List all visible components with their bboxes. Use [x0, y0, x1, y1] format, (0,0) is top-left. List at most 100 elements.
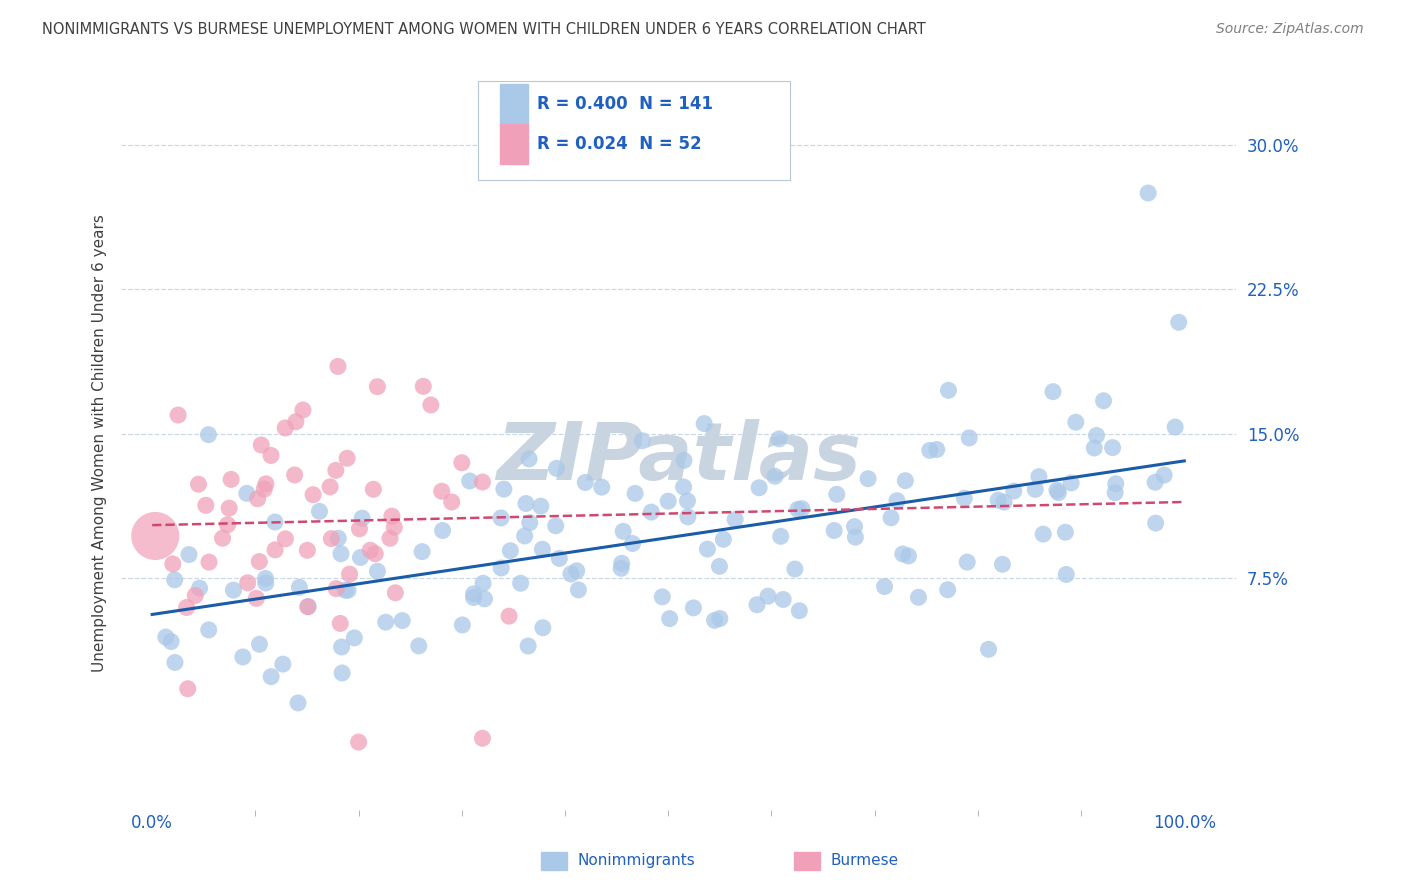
Point — [517, 452, 540, 467]
Point — [463, 591, 485, 605]
Point — [756, 589, 779, 603]
Point — [499, 543, 522, 558]
Point — [302, 488, 325, 502]
Point — [676, 493, 699, 508]
Point — [463, 587, 485, 601]
Point — [330, 640, 353, 654]
Point — [264, 542, 287, 557]
Point — [621, 536, 644, 550]
Point — [1032, 527, 1054, 541]
Point — [790, 501, 813, 516]
Point — [384, 586, 406, 600]
Point — [284, 467, 307, 482]
Point — [1002, 484, 1025, 499]
Point — [253, 482, 276, 496]
Point — [308, 504, 330, 518]
Point — [287, 696, 309, 710]
Point — [772, 592, 794, 607]
Point — [672, 453, 695, 467]
Point — [631, 434, 654, 448]
Point — [329, 616, 352, 631]
Point — [1060, 475, 1083, 490]
Point — [763, 469, 786, 483]
Y-axis label: Unemployment Among Women with Children Under 6 years: Unemployment Among Women with Children U… — [93, 215, 107, 673]
Point — [474, 591, 496, 606]
Point — [856, 472, 879, 486]
Text: R = 0.400  N = 141: R = 0.400 N = 141 — [537, 95, 713, 113]
Point — [328, 531, 350, 545]
Point — [515, 496, 537, 510]
Point — [1047, 485, 1070, 500]
Point — [1024, 483, 1046, 497]
Point — [1028, 469, 1050, 483]
Point — [366, 379, 388, 393]
Point — [218, 501, 240, 516]
Point — [381, 509, 404, 524]
Point — [1153, 468, 1175, 483]
Point — [724, 512, 747, 526]
Text: Nonimmigrants: Nonimmigrants — [578, 854, 696, 868]
Point — [498, 609, 520, 624]
Point — [548, 551, 571, 566]
Point — [197, 427, 219, 442]
Point — [325, 463, 347, 477]
Point — [768, 432, 790, 446]
Point — [560, 566, 582, 581]
Point — [343, 631, 366, 645]
Point — [703, 614, 725, 628]
Point — [288, 581, 311, 595]
Point — [472, 576, 495, 591]
Point — [657, 494, 679, 508]
Point — [352, 511, 374, 525]
Point — [957, 431, 980, 445]
Point — [143, 529, 166, 543]
Point — [745, 598, 768, 612]
Point — [624, 486, 647, 500]
Point — [450, 456, 472, 470]
Point — [211, 531, 233, 545]
Point — [232, 649, 254, 664]
Point — [1054, 525, 1077, 540]
Point — [696, 542, 718, 557]
Point — [1101, 441, 1123, 455]
Point — [359, 543, 381, 558]
Point — [873, 580, 896, 594]
Point — [326, 359, 349, 374]
Point — [991, 558, 1014, 572]
Point — [530, 499, 553, 513]
Point — [709, 611, 731, 625]
Point — [612, 524, 634, 539]
Point — [1137, 186, 1160, 200]
Point — [382, 520, 405, 534]
Point — [1042, 384, 1064, 399]
Point — [471, 731, 494, 746]
Point — [219, 472, 242, 486]
Point — [513, 529, 536, 543]
Point — [1144, 516, 1167, 530]
Point — [349, 550, 371, 565]
Point — [432, 524, 454, 538]
Point — [936, 582, 959, 597]
Point — [374, 615, 396, 630]
Point — [176, 600, 198, 615]
Point — [509, 576, 531, 591]
Point — [274, 421, 297, 435]
Point — [977, 642, 1000, 657]
Point — [155, 630, 177, 644]
Point — [167, 408, 190, 422]
Point — [1144, 475, 1167, 490]
Point — [366, 564, 388, 578]
Point — [672, 480, 695, 494]
Point — [1083, 441, 1105, 455]
Point — [956, 555, 979, 569]
Text: NONIMMIGRANTS VS BURMESE UNEMPLOYMENT AMONG WOMEN WITH CHILDREN UNDER 6 YEARS CO: NONIMMIGRANTS VS BURMESE UNEMPLOYMENT AM… — [42, 22, 927, 37]
Point — [330, 665, 353, 680]
Point — [471, 475, 494, 489]
Point — [162, 557, 184, 571]
Point — [987, 493, 1010, 508]
Point — [177, 681, 200, 696]
Point — [925, 442, 948, 457]
Point — [458, 474, 481, 488]
Point — [337, 583, 360, 598]
Point — [160, 634, 183, 648]
